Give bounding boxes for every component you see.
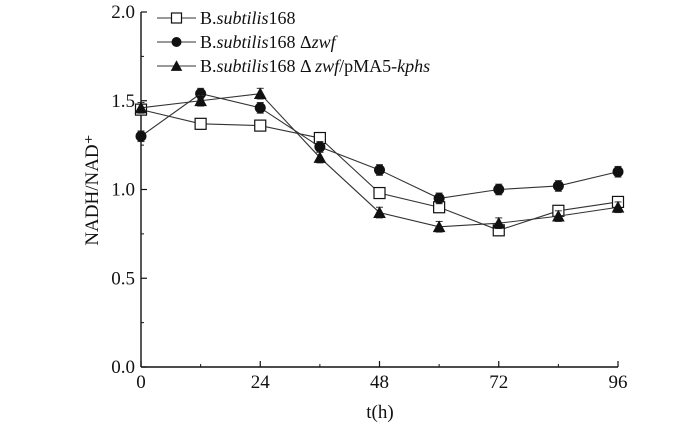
y-tick-label: 0.0 <box>111 357 135 378</box>
filled-circle-marker <box>493 184 505 195</box>
filled-circle-marker <box>171 37 182 47</box>
series-3 <box>134 87 625 233</box>
filled-circle-marker <box>254 102 266 114</box>
y-tick-label: 1.5 <box>111 91 135 112</box>
x-tick-label: 0 <box>136 372 146 393</box>
legend-label: B.subtilis168 Δzwf <box>200 32 339 52</box>
x-tick-label: 72 <box>489 372 508 393</box>
open-square-marker <box>194 117 207 130</box>
filled-triangle-marker <box>611 200 625 213</box>
filled-triangle-marker <box>253 87 267 100</box>
filled-triangle-marker <box>194 94 207 107</box>
x-tick-label: 48 <box>370 372 389 393</box>
legend-label: B.subtilis168 <box>200 8 296 28</box>
legend-item-1: B.subtilis168 <box>157 8 296 28</box>
legend-label: B.subtilis168 Δ zwf/pMA5-kphs <box>200 56 430 76</box>
filled-circle-marker <box>374 164 385 176</box>
series-line <box>140 93 619 199</box>
x-tick-label: 24 <box>251 372 271 393</box>
x-axis-label: t(h) <box>366 402 393 423</box>
filled-circle-marker <box>433 192 445 204</box>
filled-circle-marker <box>195 88 207 100</box>
open-square-marker <box>373 186 386 200</box>
filled-triangle-marker <box>134 101 148 114</box>
series-layer <box>134 87 625 237</box>
legend: B.subtilis168 B.subtilis168 Δzwf B.subtili… <box>157 8 430 76</box>
filled-triangle-marker <box>313 151 327 163</box>
axes: 0.0 0.5 1.0 1.5 2.0 0 24 48 72 96 <box>111 2 627 393</box>
filled-triangle-marker <box>492 216 506 229</box>
open-square-marker <box>170 12 183 24</box>
filled-triangle-marker <box>170 60 183 71</box>
y-tick-label: 2.0 <box>111 2 135 23</box>
y-tick-label: 1.0 <box>111 180 135 201</box>
y-axis-label: NADH/NAD⁺ <box>82 134 103 245</box>
open-square-marker <box>254 119 267 132</box>
legend-item-3: B.subtilis168 Δ zwf/pMA5-kphs <box>157 56 430 76</box>
x-tick-label: 96 <box>609 372 628 393</box>
filled-circle-marker <box>552 180 564 192</box>
filled-circle-marker <box>612 166 624 178</box>
filled-triangle-marker <box>432 220 446 233</box>
filled-triangle-marker <box>552 209 565 222</box>
y-tick-label: 0.5 <box>111 268 135 289</box>
filled-circle-marker <box>314 141 326 153</box>
filled-circle-marker <box>135 130 147 142</box>
legend-item-2: B.subtilis168 Δzwf <box>157 32 339 52</box>
filled-triangle-marker <box>373 206 386 218</box>
series-2 <box>135 87 624 205</box>
